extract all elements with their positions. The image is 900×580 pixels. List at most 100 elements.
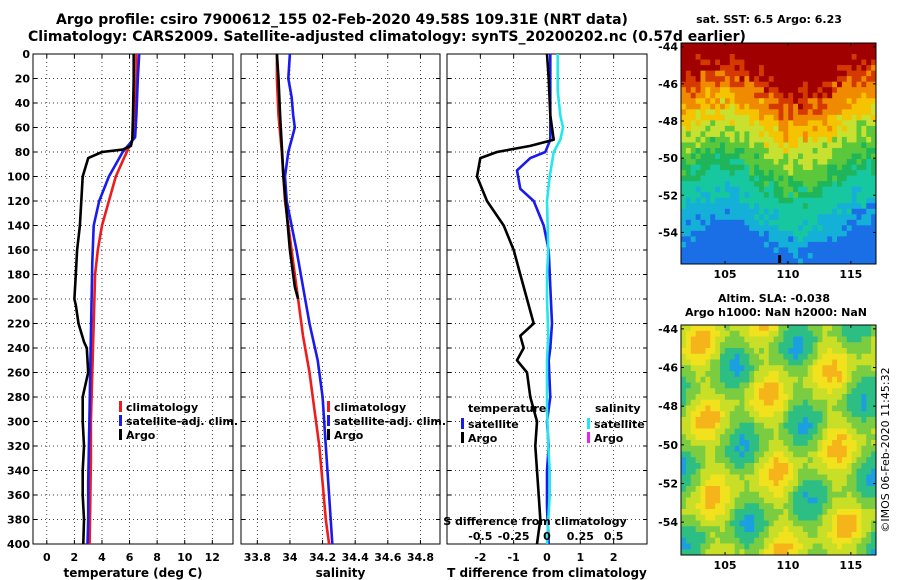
x-tick-label: 33.8 [244,551,271,564]
map-y-tick-label: -50 [658,439,678,452]
x-tick-label: -2 [474,551,486,564]
y-tick-label: 40 [15,97,31,110]
y-tick-label: 200 [7,293,30,306]
series-line-temperature-argo [475,53,556,545]
x-tick-label: 34.6 [374,551,401,564]
x-tick-label: 34.2 [309,551,336,564]
sla-map-subtitle: Argo h1000: NaN h2000: NaN [685,306,867,319]
x-axis-label-salinity: salinity [316,566,366,580]
map-y-tick-label: -54 [658,516,678,529]
legend-label: satellite [468,418,519,431]
legend-label: satellite-adj. clim. [334,415,446,428]
sla-map-title: Altim. SLA: -0.038 [718,292,830,305]
y-tick-label: 140 [7,220,30,233]
y-tick-label: 340 [7,465,30,478]
map-x-tick-label: 110 [776,268,799,281]
x-tick-label: 0 [43,551,51,564]
legend-label: Argo [468,432,498,445]
legend-label: satellite-adj. clim. [126,415,238,428]
x-tick-label: 34 [282,551,298,564]
legend-swatch [119,415,122,426]
chart-title-line2: Climatology: CARS2009. Satellite-adjuste… [28,29,746,45]
salinity-diff-tick-label: -0.5 [468,530,492,543]
y-tick-label: 280 [7,391,30,404]
map-y-tick-label: -44 [658,41,678,54]
y-tick-label: 220 [7,318,30,331]
map-frame-sst [680,42,877,265]
map-sst [681,43,877,265]
x-tick-label: 2 [71,551,79,564]
series-line-satellite-adj-clim- [86,53,141,545]
x-tick-label: 2 [610,551,618,564]
series-line-argo [73,54,135,545]
legend-label: satellite [594,418,645,431]
salinity-diff-tick-label: 0 [543,530,551,543]
x-tick-label: 4 [98,551,106,564]
legend-label: Argo [594,432,624,445]
legend-swatch [119,429,122,440]
legend-swatch [461,418,464,429]
x-axis-label-difference: T difference from climatology [447,566,647,580]
x-tick-label: 34.8 [407,551,434,564]
map-x-tick-label: 115 [839,559,862,572]
y-tick-label: 320 [7,440,30,453]
x-tick-label: 34.4 [342,551,369,564]
salinity-diff-tick-label: 0.5 [604,530,624,543]
x-tick-label: 0 [543,551,551,564]
map-y-tick-label: -46 [658,78,678,91]
map-x-tick-label: 110 [776,559,799,572]
legend-label: climatology [126,401,198,414]
y-tick-label: 60 [15,122,31,135]
y-tick-label: 160 [7,244,30,257]
y-tick-label: 120 [7,195,30,208]
y-tick-label: 20 [15,73,31,86]
x-tick-label: 10 [177,551,193,564]
map-y-tick-label: -52 [658,189,678,202]
legend-swatch [327,415,330,426]
y-tick-label: 360 [7,489,30,502]
map-y-tick-label: -46 [658,362,678,375]
map-frame-sla [680,324,877,556]
x-tick-label: 1 [577,551,585,564]
x-axis-label-temperature: temperature (deg C) [64,566,203,580]
map-y-tick-label: -50 [658,152,678,165]
y-tick-label: 300 [7,416,30,429]
legend-swatch [461,432,464,443]
map-y-tick-label: -54 [658,226,678,239]
chart-title-line1: Argo profile: csiro 7900612_155 02-Feb-2… [56,12,628,28]
legend-swatch [119,401,122,412]
y-tick-label: 100 [7,171,30,184]
y-tick-label: 80 [15,146,31,159]
salinity-diff-tick-label: -0.25 [498,530,530,543]
map-sla [681,325,877,556]
legend-label: climatology [334,401,406,414]
imos-watermark: ©IMOS 06-Feb-2020 11:45:32 [879,367,892,532]
y-tick-label: 400 [7,538,30,551]
map-x-tick-label: 115 [839,268,862,281]
y-tick-label: 0 [22,48,30,61]
legend-label: Argo [334,429,364,442]
map-y-tick-label: -44 [658,323,678,336]
series-line-salinity-satellite [545,54,565,545]
map-x-tick-label: 105 [714,559,737,572]
legend-header-temperature: temperature [468,402,546,415]
y-tick-label: 180 [7,269,30,282]
y-tick-label: 380 [7,514,30,527]
legend-swatch [587,418,590,429]
legend-swatch [327,429,330,440]
legend-swatch [587,432,590,443]
series-line-argo [275,53,300,300]
sst-map-title: sat. SST: 6.5 Argo: 6.23 [696,13,842,26]
salinity-diff-axis-label: S difference from climatology [443,515,627,528]
salinity-diff-tick-label: 0.25 [567,530,594,543]
x-tick-label: -1 [508,551,520,564]
argo-position-marker [778,255,782,263]
y-tick-label: 240 [7,342,30,355]
map-y-tick-label: -48 [658,115,678,128]
x-tick-label: 12 [205,551,220,564]
legend-header-salinity: salinity [595,402,641,415]
map-x-tick-label: 105 [714,268,737,281]
y-tick-label: 260 [7,367,30,380]
map-y-tick-label: -52 [658,477,678,490]
legend-swatch [327,401,330,412]
